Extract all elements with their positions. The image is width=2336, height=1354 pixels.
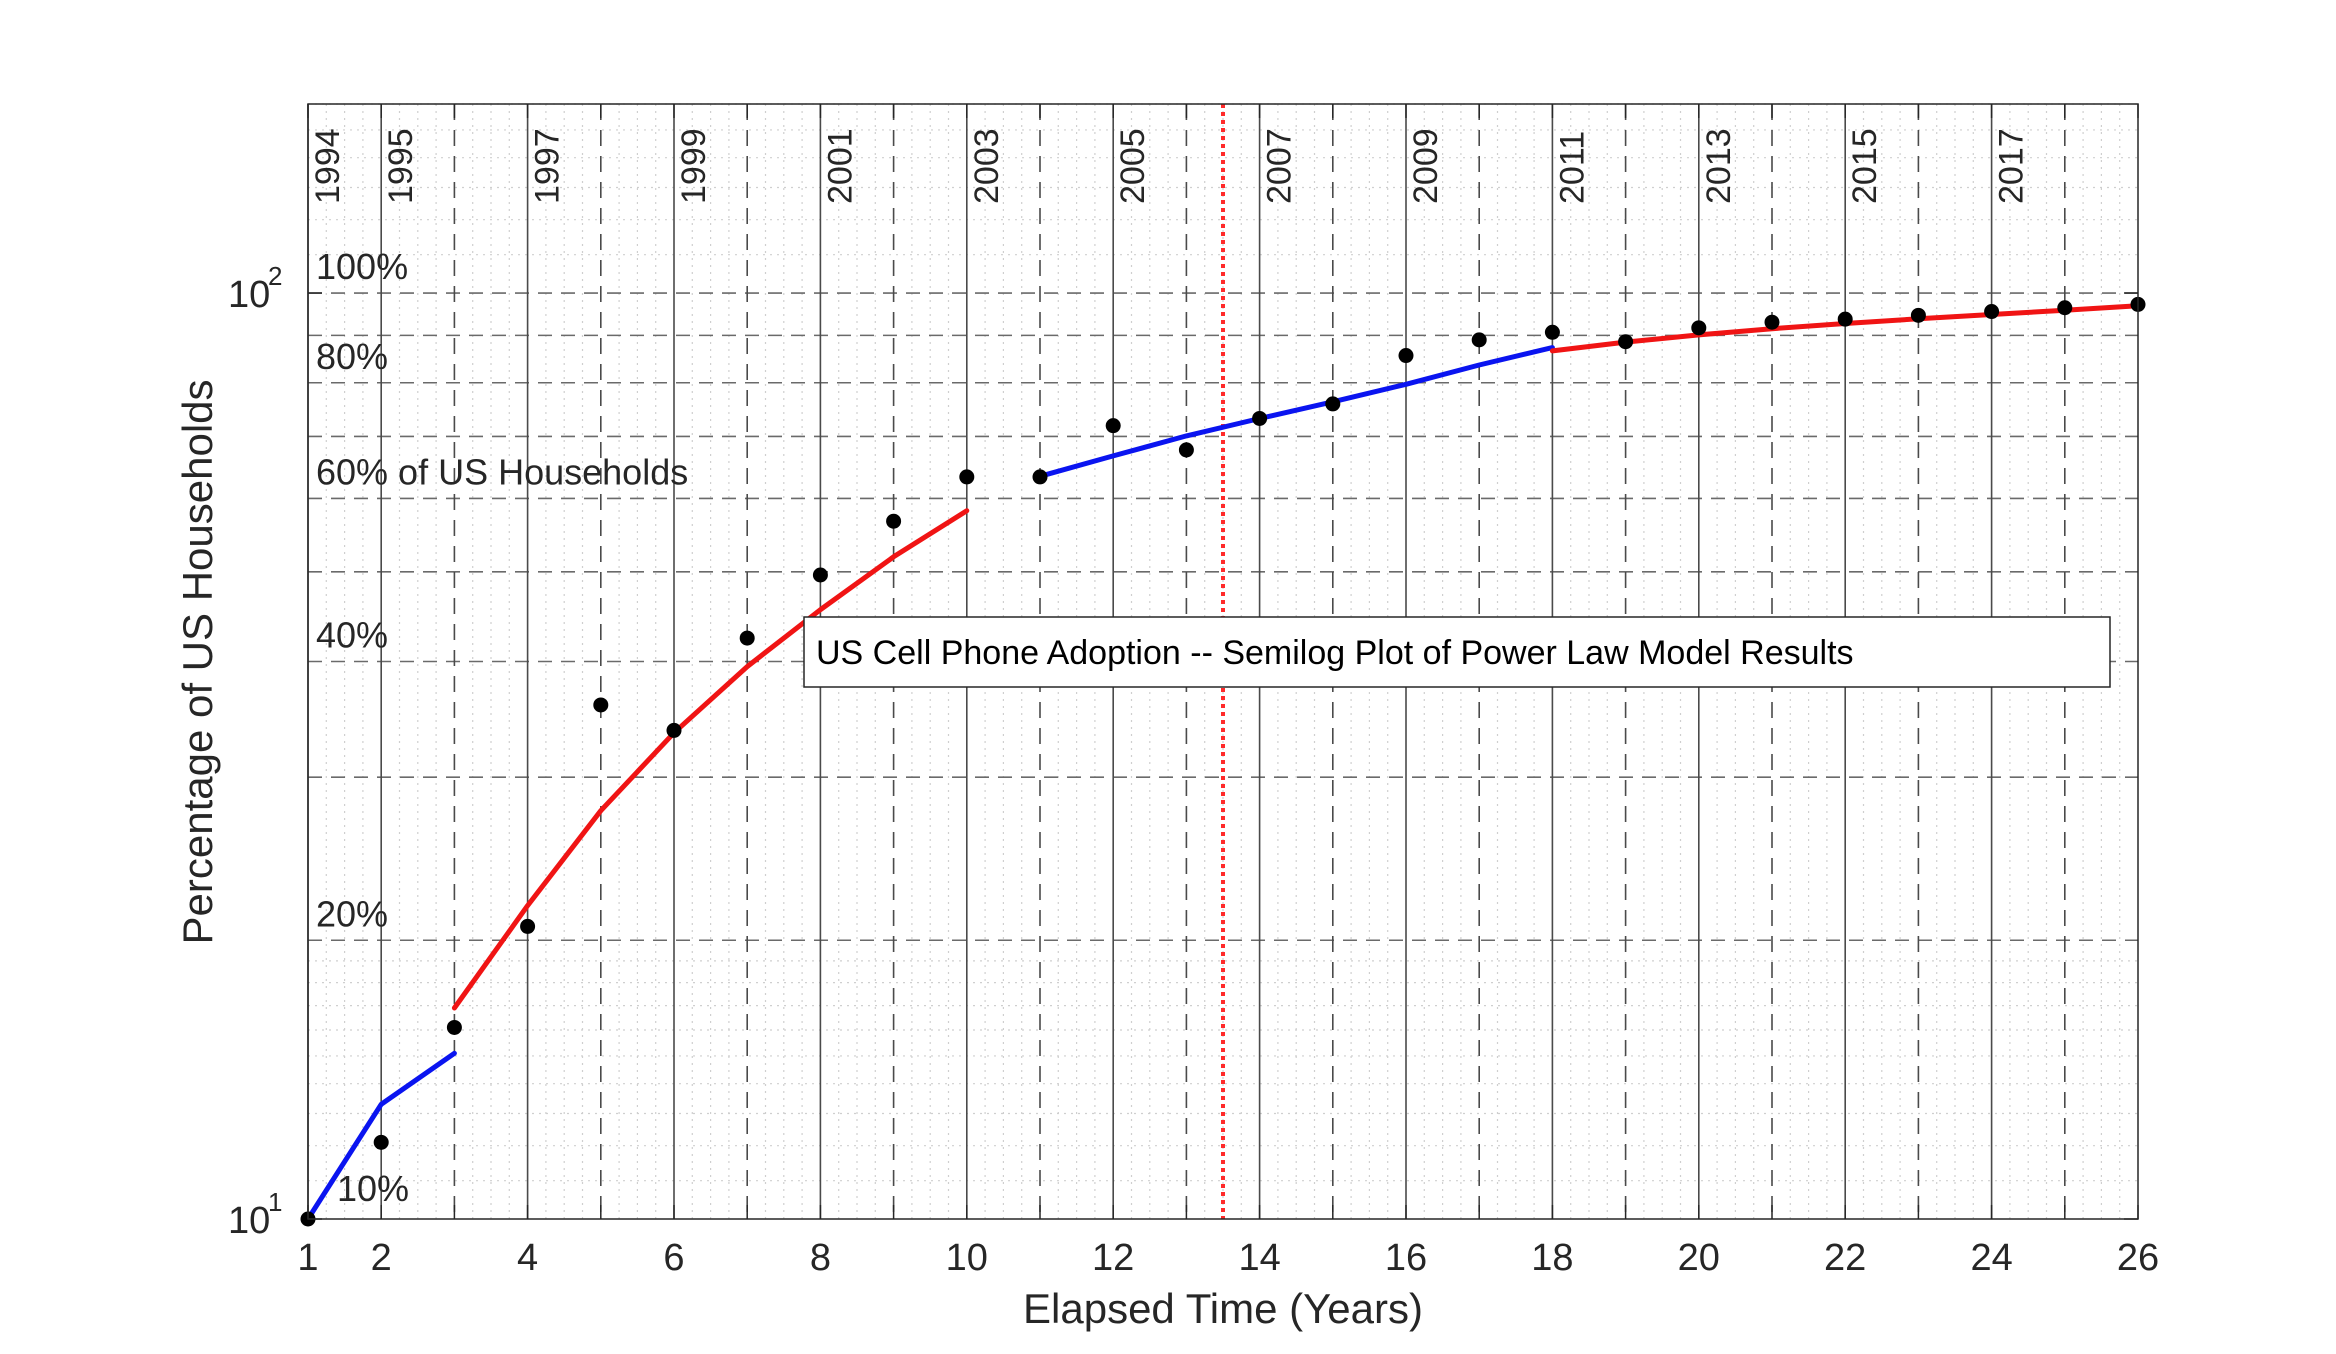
y-axis-label: Percentage of US Households [174, 379, 221, 944]
year-label: 2005 [1114, 128, 1152, 204]
x-tick-label: 6 [663, 1237, 684, 1279]
data-point [739, 630, 755, 646]
x-tick-label: 4 [517, 1237, 538, 1279]
x-tick-label: 8 [810, 1237, 831, 1279]
year-label: 2009 [1407, 128, 1445, 204]
year-label: 1995 [382, 128, 420, 204]
annotation-layer: 1994 1995 1997 1999 2001 2003 2005 2007 2009 2011… [309, 128, 2031, 1209]
data-point [1984, 304, 2000, 320]
chart-title: US Cell Phone Adoption -- Semilog Plot o… [816, 634, 1854, 672]
x-tick-label: 24 [1970, 1237, 2012, 1279]
title-box: US Cell Phone Adoption -- Semilog Plot o… [803, 616, 2111, 688]
y-tick-exponent: 1 [268, 1187, 282, 1217]
x-axis-label: Elapsed Time (Years) [1023, 1285, 1423, 1332]
data-point [373, 1134, 389, 1150]
data-point [959, 469, 975, 485]
model-series-line [1037, 345, 1555, 479]
x-tick-label: 16 [1385, 1237, 1427, 1279]
y-tick-label: 10 [228, 274, 270, 316]
x-tick-label: 22 [1824, 1237, 1866, 1279]
data-point [1398, 348, 1414, 364]
year-label: 2007 [1261, 128, 1299, 204]
x-tick-label: 26 [2117, 1237, 2159, 1279]
data-point [1325, 396, 1341, 412]
year-label: 2001 [821, 128, 859, 204]
data-point [520, 918, 536, 934]
data-point [666, 722, 682, 738]
data-point [1910, 307, 1926, 323]
model-series-line [305, 1050, 457, 1222]
x-tick-label: 2 [371, 1237, 392, 1279]
year-label: 2011 [1553, 131, 1591, 204]
data-point [1837, 311, 1853, 327]
x-tick-label: 14 [1238, 1237, 1280, 1279]
data-point [1032, 469, 1048, 485]
x-tick-label: 1 [297, 1237, 318, 1279]
data-point [593, 697, 609, 713]
data-point [2057, 300, 2073, 316]
percentage-label: 100% [316, 246, 408, 287]
data-point [1105, 418, 1121, 434]
data-point [1544, 324, 1560, 340]
percentage-label: 60% of US Households [316, 451, 688, 492]
percentage-label: 20% [316, 893, 388, 934]
year-label: 2013 [1700, 128, 1738, 204]
title-box-frame [803, 616, 2111, 688]
x-tick-label: 12 [1092, 1237, 1134, 1279]
data-point [886, 513, 902, 529]
data-point [1764, 314, 1780, 330]
data-point [812, 567, 828, 583]
plot-frame [307, 103, 2139, 1220]
y-tick-label: 10 [228, 1200, 270, 1242]
data-point [1691, 320, 1707, 336]
year-label: 2003 [968, 128, 1006, 204]
x-tick-label: 10 [946, 1237, 988, 1279]
data-point [1618, 334, 1634, 350]
year-label: 1994 [309, 128, 347, 204]
data-point [1178, 442, 1194, 458]
data-point [1252, 410, 1268, 426]
year-label: 2015 [1846, 128, 1884, 204]
y-tick-exponent: 2 [268, 261, 282, 291]
data-point [446, 1019, 462, 1035]
data-point [1471, 332, 1487, 348]
model-series-line [451, 508, 970, 1011]
percentage-label: 80% [316, 336, 388, 377]
year-label: 2017 [1993, 128, 2031, 204]
year-label: 1997 [529, 128, 567, 204]
year-label: 1999 [675, 128, 713, 204]
x-tick-label: 20 [1678, 1237, 1720, 1279]
x-tick-label: 18 [1531, 1237, 1573, 1279]
percentage-label: 10% [337, 1168, 409, 1209]
percentage-label: 40% [316, 615, 388, 656]
